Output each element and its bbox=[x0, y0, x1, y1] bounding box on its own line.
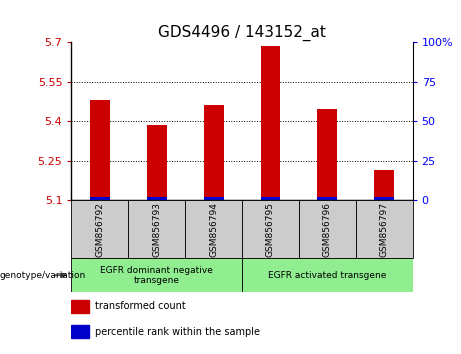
Bar bbox=[204, 105, 224, 200]
Bar bbox=[90, 100, 110, 200]
Title: GDS4496 / 143152_at: GDS4496 / 143152_at bbox=[158, 25, 326, 41]
Text: GSM856792: GSM856792 bbox=[95, 202, 104, 257]
Bar bbox=[147, 125, 167, 200]
Text: percentile rank within the sample: percentile rank within the sample bbox=[95, 327, 260, 337]
Bar bbox=[299, 200, 356, 258]
Bar bbox=[242, 258, 413, 292]
Bar bbox=[317, 109, 337, 200]
Text: transformed count: transformed count bbox=[95, 301, 186, 311]
Text: GSM856793: GSM856793 bbox=[152, 202, 161, 257]
Text: EGFR dominant negative
transgene: EGFR dominant negative transgene bbox=[100, 266, 213, 285]
Bar bbox=[374, 170, 394, 200]
Bar bbox=[374, 197, 394, 200]
Bar bbox=[71, 258, 242, 292]
Bar bbox=[71, 325, 89, 338]
Bar bbox=[90, 197, 110, 200]
Text: GSM856796: GSM856796 bbox=[323, 202, 332, 257]
Bar bbox=[71, 200, 128, 258]
Text: GSM856797: GSM856797 bbox=[380, 202, 389, 257]
Bar bbox=[147, 197, 167, 200]
Text: genotype/variation: genotype/variation bbox=[0, 271, 86, 280]
Bar bbox=[356, 200, 413, 258]
Bar bbox=[185, 200, 242, 258]
Bar bbox=[204, 197, 224, 200]
Bar bbox=[260, 197, 280, 200]
Bar bbox=[71, 300, 89, 313]
Text: EGFR activated transgene: EGFR activated transgene bbox=[268, 271, 386, 280]
Bar bbox=[128, 200, 185, 258]
Text: GSM856795: GSM856795 bbox=[266, 202, 275, 257]
Bar bbox=[242, 200, 299, 258]
Text: GSM856794: GSM856794 bbox=[209, 202, 218, 257]
Bar bbox=[317, 197, 337, 200]
Bar bbox=[260, 46, 280, 200]
